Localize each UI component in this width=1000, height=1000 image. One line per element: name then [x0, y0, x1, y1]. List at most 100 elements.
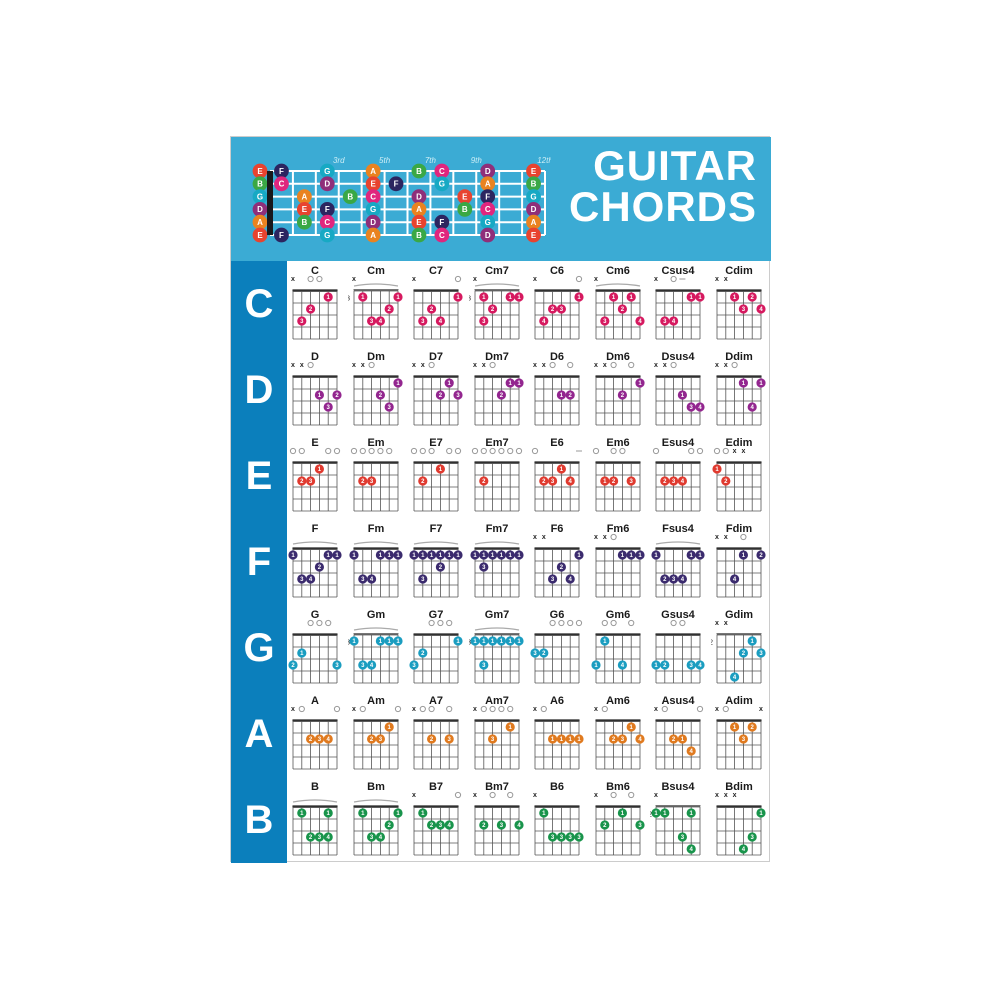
svg-text:Cm7: Cm7: [485, 265, 509, 277]
svg-text:x: x: [741, 448, 745, 455]
svg-text:B: B: [301, 218, 307, 227]
svg-text:B6: B6: [550, 781, 564, 793]
svg-text:x: x: [594, 706, 598, 713]
svg-text:Fm6: Fm6: [606, 523, 629, 535]
svg-text:Gm7: Gm7: [484, 609, 508, 621]
svg-text:G: G: [324, 167, 330, 176]
svg-text:x: x: [421, 362, 425, 369]
svg-text:F: F: [312, 523, 319, 535]
svg-text:E: E: [462, 192, 468, 201]
svg-text:E6: E6: [550, 437, 563, 449]
svg-text:C: C: [439, 231, 445, 240]
svg-text:C: C: [324, 218, 330, 227]
svg-text:x: x: [360, 362, 364, 369]
svg-text:G6: G6: [550, 609, 565, 621]
svg-text:E: E: [302, 205, 308, 214]
svg-text:x: x: [352, 276, 356, 283]
svg-text:x: x: [594, 792, 598, 799]
svg-text:x: x: [533, 362, 537, 369]
svg-text:A: A: [531, 218, 537, 227]
svg-text:Am: Am: [367, 695, 385, 707]
svg-text:x: x: [654, 276, 658, 283]
svg-text:x: x: [412, 276, 416, 283]
svg-text:x: x: [654, 706, 658, 713]
svg-text:C: C: [311, 265, 319, 277]
svg-text:Adim: Adim: [725, 695, 753, 707]
svg-text:Fdim: Fdim: [725, 523, 751, 535]
svg-text:D: D: [324, 180, 330, 189]
svg-text:x: x: [300, 362, 304, 369]
svg-text:F: F: [394, 180, 399, 189]
svg-text:3rd: 3rd: [333, 156, 345, 165]
svg-text:Am7: Am7: [485, 695, 509, 707]
svg-text:B7: B7: [429, 781, 443, 793]
svg-text:Gdim: Gdim: [724, 609, 752, 621]
svg-text:x: x: [533, 792, 537, 799]
svg-text:Cdim: Cdim: [725, 265, 753, 277]
svg-text:A: A: [485, 180, 491, 189]
svg-text:3: 3: [469, 296, 471, 303]
svg-text:Am6: Am6: [606, 695, 630, 707]
svg-text:x: x: [352, 706, 356, 713]
svg-text:5th: 5th: [379, 156, 391, 165]
svg-text:x: x: [654, 362, 658, 369]
svg-text:D: D: [257, 205, 263, 214]
svg-text:Fsus4: Fsus4: [662, 523, 695, 535]
svg-text:E7: E7: [429, 437, 442, 449]
svg-text:x: x: [732, 448, 736, 455]
svg-text:Edim: Edim: [725, 437, 752, 449]
svg-text:E: E: [311, 437, 318, 449]
svg-text:B: B: [416, 167, 422, 176]
svg-text:Bsus4: Bsus4: [661, 781, 695, 793]
svg-text:D: D: [485, 231, 491, 240]
svg-text:Gsus4: Gsus4: [661, 609, 696, 621]
svg-text:E: E: [370, 180, 376, 189]
svg-text:x: x: [715, 362, 719, 369]
svg-text:x: x: [594, 276, 598, 283]
svg-text:x: x: [602, 362, 606, 369]
svg-text:x: x: [352, 362, 356, 369]
svg-text:x: x: [715, 276, 719, 283]
svg-text:D6: D6: [550, 351, 564, 363]
svg-text:G: G: [485, 218, 491, 227]
svg-text:C: C: [439, 167, 445, 176]
svg-text:D: D: [531, 205, 537, 214]
svg-text:x: x: [663, 362, 667, 369]
svg-text:B: B: [257, 180, 263, 189]
svg-text:A: A: [311, 695, 319, 707]
svg-text:Bm6: Bm6: [606, 781, 630, 793]
svg-text:x: x: [473, 792, 477, 799]
svg-text:C: C: [485, 205, 491, 214]
svg-text:Dm7: Dm7: [485, 351, 509, 363]
svg-text:C6: C6: [550, 265, 564, 277]
svg-text:Gm6: Gm6: [605, 609, 629, 621]
svg-text:F: F: [325, 205, 330, 214]
svg-text:Dm6: Dm6: [606, 351, 630, 363]
svg-text:G: G: [311, 609, 320, 621]
svg-text:E: E: [531, 231, 537, 240]
svg-text:x: x: [723, 276, 727, 283]
svg-text:x: x: [759, 706, 763, 713]
svg-text:12th: 12th: [537, 156, 551, 165]
svg-text:Fm7: Fm7: [485, 523, 508, 535]
svg-text:x: x: [715, 792, 719, 799]
svg-text:9th: 9th: [471, 156, 483, 165]
svg-text:C7: C7: [429, 265, 443, 277]
svg-text:F: F: [439, 218, 444, 227]
svg-text:Fm: Fm: [367, 523, 384, 535]
svg-text:x: x: [732, 792, 736, 799]
svg-text:x: x: [715, 534, 719, 541]
svg-text:x: x: [542, 362, 546, 369]
svg-text:B: B: [416, 231, 422, 240]
svg-text:A: A: [257, 218, 263, 227]
svg-text:x: x: [291, 706, 295, 713]
svg-text:B: B: [462, 205, 468, 214]
svg-text:A: A: [416, 205, 422, 214]
svg-text:Bm: Bm: [367, 781, 385, 793]
svg-text:G: G: [439, 180, 445, 189]
svg-text:F6: F6: [551, 523, 564, 535]
svg-text:x: x: [533, 534, 537, 541]
svg-text:Esus4: Esus4: [662, 437, 695, 449]
svg-text:A: A: [301, 192, 307, 201]
svg-text:E: E: [416, 218, 422, 227]
